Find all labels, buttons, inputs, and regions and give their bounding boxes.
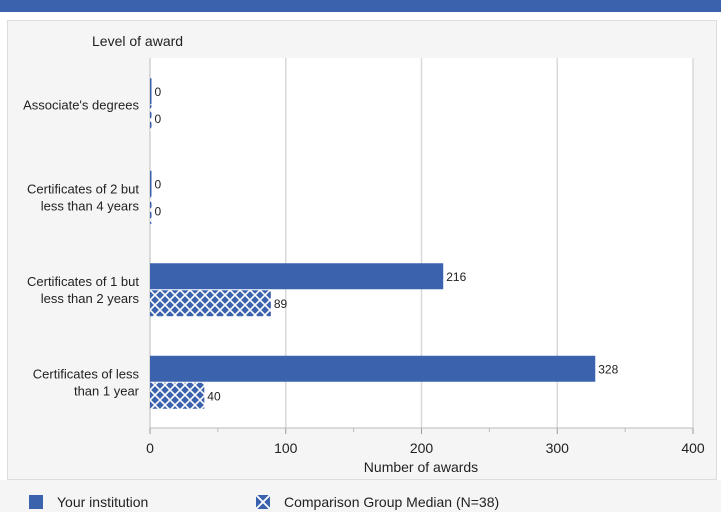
x-tick-label: 100 <box>274 440 298 456</box>
legend-label: Comparison Group Median (N=38) <box>284 494 500 510</box>
bar <box>150 382 205 409</box>
data-label: 0 <box>155 112 162 126</box>
x-tick-label: 400 <box>681 440 705 456</box>
legend-swatch-solid <box>29 495 43 509</box>
legend-item-comparison-group: Comparison Group Median (N=38) <box>256 494 499 510</box>
top-accent-bar <box>0 0 721 12</box>
legend: Your institution Comparison Group Median… <box>0 480 721 512</box>
x-tick-label: 300 <box>546 440 570 456</box>
category-label: Certificates of less than 1 year <box>33 366 140 398</box>
data-label: 0 <box>155 204 162 218</box>
data-label: 216 <box>446 270 466 284</box>
bar <box>150 290 271 317</box>
legend-label: Your institution <box>57 494 149 510</box>
bar <box>150 355 596 382</box>
y-axis-title: Level of award <box>92 33 183 49</box>
data-label: 0 <box>155 85 162 99</box>
bar <box>150 105 152 132</box>
data-label: 0 <box>155 177 162 191</box>
category-label: Certificates of 2 but less than 4 years <box>27 181 139 213</box>
x-axis-title: Number of awards <box>364 459 478 475</box>
legend-item-your-institution: Your institution <box>29 494 148 510</box>
category-label: Certificates of 1 but less than 2 years <box>27 274 139 306</box>
bar <box>150 263 444 290</box>
category-label: Associate's degrees <box>23 97 139 112</box>
bar <box>150 78 152 105</box>
legend-swatch-crosshatch <box>256 495 270 509</box>
data-label: 40 <box>207 389 221 403</box>
bar <box>150 170 152 197</box>
data-label: 89 <box>274 297 288 311</box>
x-tick-label: 0 <box>146 440 154 456</box>
bar <box>150 197 152 224</box>
x-tick-label: 200 <box>410 440 434 456</box>
data-label: 328 <box>598 362 618 376</box>
